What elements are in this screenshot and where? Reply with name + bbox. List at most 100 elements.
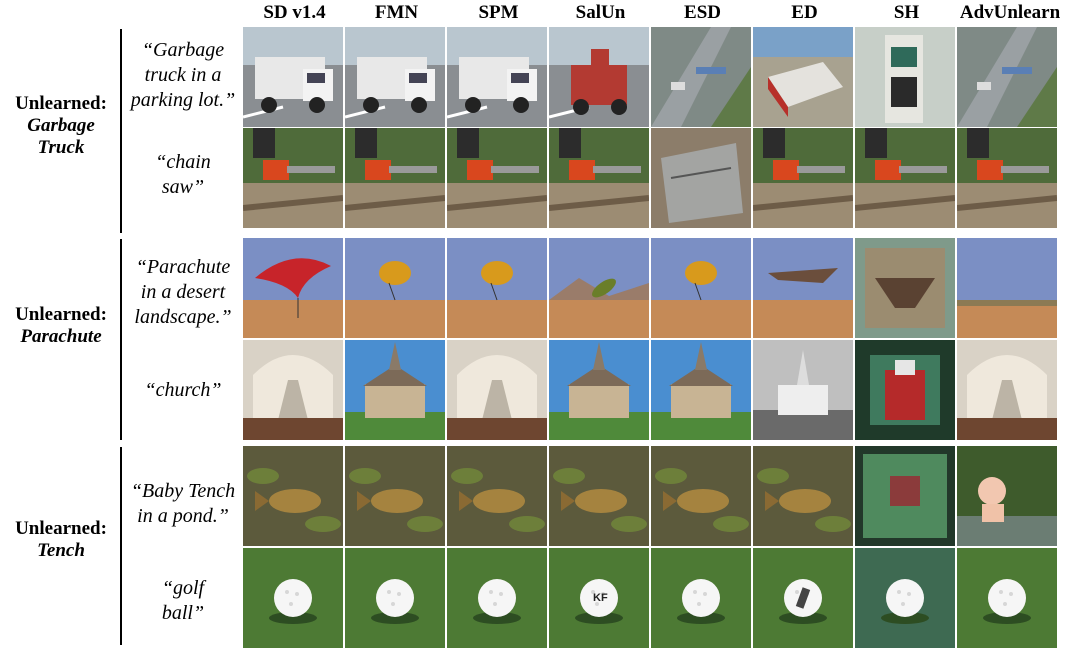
- generated-image-tench-pond-spm: [447, 446, 547, 546]
- parachute-desert-image: [549, 238, 649, 338]
- generated-image-chainsaw-esd: [651, 128, 751, 228]
- chainsaw-image: [447, 128, 547, 228]
- group-label-tench: Unlearned: Tench: [0, 518, 122, 562]
- prompt-line: saw”: [161, 176, 205, 198]
- generated-image-golf-ball-fmn: [345, 548, 445, 648]
- church-image: [753, 340, 853, 440]
- group-concept-line: Tench: [37, 540, 85, 561]
- golf-ball-image: [753, 548, 853, 648]
- generated-image-golf-ball-salun: KF: [549, 548, 649, 648]
- church-image: [243, 340, 343, 440]
- generated-image-golf-ball-advunlearn: [957, 548, 1057, 648]
- generated-image-parachute-desert-spm: [447, 238, 547, 338]
- generated-image-chainsaw-sh: [855, 128, 955, 228]
- chainsaw-image: [753, 128, 853, 228]
- prompt-label: “Baby Tench in a pond.”: [126, 479, 240, 529]
- generated-image-church-sd-v1-4: [243, 340, 343, 440]
- generated-image-golf-ball-spm: [447, 548, 547, 648]
- generated-image-church-fmn: [345, 340, 445, 440]
- generated-image-tench-pond-fmn: [345, 446, 445, 546]
- prompt-label: “Parachute in a desert landscape.”: [126, 255, 240, 330]
- generated-image-church-salun: [549, 340, 649, 440]
- parachute-desert-image: [753, 238, 853, 338]
- prompt-label: “Garbage truck in a parking lot.”: [126, 38, 240, 113]
- tench-pond-image: [345, 446, 445, 546]
- generated-image-golf-ball-ed: [753, 548, 853, 648]
- garbage-truck-image: [753, 27, 853, 127]
- generated-image-parachute-desert-sh: [855, 238, 955, 338]
- generated-image-garbage-truck-advunlearn: [957, 27, 1057, 127]
- golf-ball-image: [243, 548, 343, 648]
- chainsaw-image: [651, 128, 751, 228]
- chainsaw-image: [957, 128, 1057, 228]
- group-label-garbage-truck: Unlearned: Garbage Truck: [0, 93, 122, 159]
- parachute-desert-image: [243, 238, 343, 338]
- generated-image-garbage-truck-spm: [447, 27, 547, 127]
- generated-image-chainsaw-sd-v1-4: [243, 128, 343, 228]
- generated-image-tench-pond-sh: [855, 446, 955, 546]
- prompt-label: “chain saw”: [126, 150, 240, 200]
- prompt-line: “golf: [161, 577, 205, 599]
- group-concept-line: Parachute: [20, 326, 102, 347]
- generated-image-parachute-desert-fmn: [345, 238, 445, 338]
- garbage-truck-image: [447, 27, 547, 127]
- generated-image-chainsaw-salun: [549, 128, 649, 228]
- generated-image-chainsaw-ed: [753, 128, 853, 228]
- parachute-desert-image: [957, 238, 1057, 338]
- generated-image-tench-pond-salun: [549, 446, 649, 546]
- prompt-line: “Garbage: [141, 39, 225, 61]
- tench-pond-image: [447, 446, 547, 546]
- garbage-truck-image: [957, 27, 1057, 127]
- tench-pond-image: [243, 446, 343, 546]
- prompt-label: “golf ball”: [126, 576, 240, 626]
- col-header-spm: SPM: [478, 2, 519, 23]
- tench-pond-image: [957, 446, 1057, 546]
- chainsaw-image: [549, 128, 649, 228]
- group-concept-line: Garbage: [27, 115, 95, 136]
- prompt-line: “church”: [144, 379, 222, 401]
- generated-image-tench-pond-ed: [753, 446, 853, 546]
- prompt-line: “Baby Tench: [130, 480, 236, 502]
- parachute-desert-image: [447, 238, 547, 338]
- group-divider: [120, 29, 122, 233]
- col-header-esd: ESD: [684, 2, 721, 23]
- generated-image-golf-ball-esd: [651, 548, 751, 648]
- golf-ball-image: [345, 548, 445, 648]
- generated-image-church-sh: [855, 340, 955, 440]
- generated-image-parachute-desert-advunlearn: [957, 238, 1057, 338]
- tench-pond-image: [549, 446, 649, 546]
- generated-image-garbage-truck-sd-v1-4: [243, 27, 343, 127]
- tench-pond-image: [651, 446, 751, 546]
- group-prefix: Unlearned:: [15, 518, 107, 539]
- parachute-desert-image: [651, 238, 751, 338]
- tench-pond-image: [753, 446, 853, 546]
- golf-ball-image: [957, 548, 1057, 648]
- parachute-desert-image: [345, 238, 445, 338]
- chainsaw-image: [855, 128, 955, 228]
- parachute-desert-image: [855, 238, 955, 338]
- garbage-truck-image: [651, 27, 751, 127]
- generated-image-church-ed: [753, 340, 853, 440]
- church-image: [855, 340, 955, 440]
- generated-image-garbage-truck-fmn: [345, 27, 445, 127]
- col-header-sh: SH: [893, 2, 920, 23]
- generated-image-golf-ball-sh: [855, 548, 955, 648]
- group-concept-line: Truck: [37, 137, 85, 158]
- tench-pond-image: [855, 446, 955, 546]
- generated-image-chainsaw-fmn: [345, 128, 445, 228]
- prompt-line: ball”: [161, 602, 205, 624]
- prompt-line: in a desert: [140, 281, 226, 303]
- golf-ball-image: KF: [549, 548, 649, 648]
- garbage-truck-image: [549, 27, 649, 127]
- prompt-line: truck in a: [144, 64, 222, 86]
- group-prefix: Unlearned:: [15, 93, 107, 114]
- generated-image-church-esd: [651, 340, 751, 440]
- prompt-line: “Parachute: [135, 256, 231, 278]
- generated-image-parachute-desert-sd-v1-4: [243, 238, 343, 338]
- church-image: [651, 340, 751, 440]
- col-header-fmn: FMN: [374, 2, 419, 23]
- generated-image-church-spm: [447, 340, 547, 440]
- col-header-salun: SalUn: [575, 2, 626, 23]
- prompt-line: in a pond.”: [137, 505, 229, 527]
- generated-image-tench-pond-advunlearn: [957, 446, 1057, 546]
